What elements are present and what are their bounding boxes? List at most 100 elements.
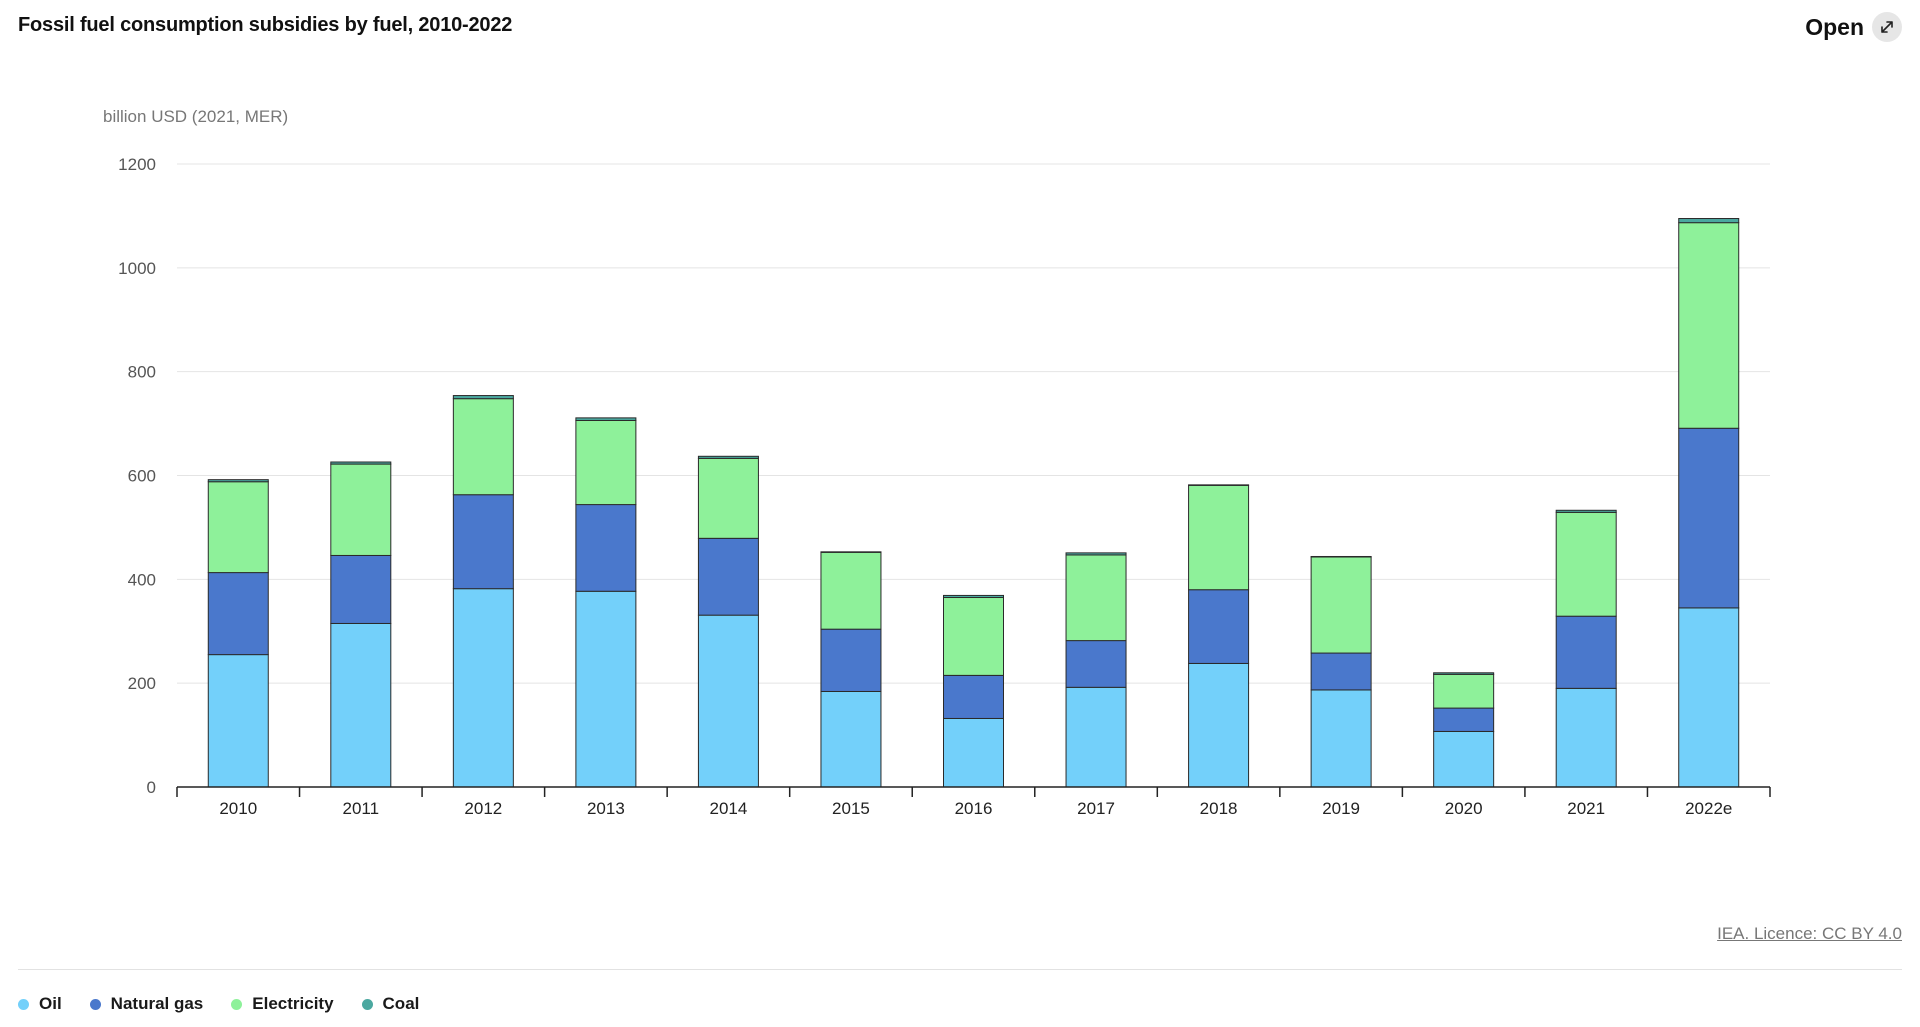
legend-item-electricity[interactable]: Electricity	[231, 994, 334, 1014]
bar-natural-gas-2020[interactable]	[1433, 707, 1495, 732]
bar-coal-2014[interactable]	[697, 455, 759, 459]
bar-coal-2013[interactable]	[575, 417, 637, 421]
expand-icon[interactable]	[1872, 12, 1902, 42]
bar-group-2012[interactable]	[452, 395, 514, 788]
bar-electricity-2018[interactable]	[1188, 484, 1250, 591]
bar-group-2011[interactable]	[330, 461, 392, 788]
bar-natural-gas-2010[interactable]	[207, 572, 269, 656]
bar-oil-2012[interactable]	[452, 588, 514, 788]
legend-item-oil[interactable]: Oil	[18, 994, 62, 1014]
legend-label: Natural gas	[110, 994, 204, 1013]
bar-natural-gas-2013[interactable]	[575, 504, 637, 592]
legend-label: Electricity	[252, 994, 334, 1013]
legend-swatch	[18, 998, 29, 1010]
licence-link[interactable]: IEA. Licence: CC BY 4.0	[1717, 924, 1902, 943]
x-tick-label: 2011	[343, 799, 380, 818]
bar-natural-gas-2016[interactable]	[943, 674, 1004, 719]
bar-electricity-2022e[interactable]	[1678, 222, 1740, 429]
bar-electricity-2020[interactable]	[1433, 673, 1495, 709]
bar-oil-2016[interactable]	[943, 717, 1004, 788]
y-tick-label: 200	[128, 674, 156, 693]
y-axis-label: billion USD (2021, MER)	[103, 107, 288, 126]
bar-oil-2020[interactable]	[1433, 730, 1495, 788]
x-tick-label: 2010	[219, 799, 257, 818]
bar-oil-2014[interactable]	[697, 614, 759, 788]
bar-natural-gas-2019[interactable]	[1310, 652, 1372, 691]
bar-natural-gas-2021[interactable]	[1555, 615, 1617, 689]
bar-oil-2013[interactable]	[575, 590, 637, 788]
bar-electricity-2013[interactable]	[575, 419, 637, 506]
bar-natural-gas-2012[interactable]	[452, 494, 514, 590]
bar-group-2010[interactable]	[207, 479, 269, 788]
legend-item-natural-gas[interactable]: Natural gas	[89, 994, 204, 1014]
bar-oil-2022e[interactable]	[1678, 607, 1740, 788]
bar-coal-2019[interactable]	[1310, 555, 1372, 558]
legend-swatch	[361, 998, 373, 1010]
y-tick-label: 0	[147, 778, 156, 797]
x-tick-label: 2018	[1200, 799, 1238, 818]
bar-oil-2015[interactable]	[820, 690, 882, 788]
bar-group-2017[interactable]	[1065, 552, 1127, 788]
bar-coal-2022e[interactable]	[1678, 218, 1740, 224]
bar-group-2014[interactable]	[697, 455, 759, 788]
bar-coal-2017[interactable]	[1065, 552, 1127, 556]
open-button[interactable]: Open	[1805, 12, 1902, 42]
bar-electricity-2014[interactable]	[697, 457, 759, 539]
x-tick-label: 2021	[1567, 799, 1605, 818]
bar-group-2022e[interactable]	[1678, 218, 1740, 788]
bar-oil-2019[interactable]	[1310, 689, 1372, 788]
x-tick-label: 2013	[587, 799, 625, 818]
y-tick-label: 800	[128, 363, 156, 382]
bar-natural-gas-2014[interactable]	[697, 537, 759, 616]
bar-electricity-2017[interactable]	[1065, 554, 1127, 642]
x-tick-label: 2020	[1445, 799, 1483, 818]
bar-oil-2018[interactable]	[1188, 662, 1250, 788]
bar-group-2019[interactable]	[1310, 555, 1372, 788]
axes: billion USD (2021, MER) 0 200 400 600 800 1000…	[103, 107, 1771, 818]
legend-item-coal[interactable]: Coal	[361, 994, 420, 1014]
bar-group-2013[interactable]	[575, 417, 637, 788]
bar-coal-2010[interactable]	[207, 479, 269, 483]
bar-natural-gas-2017[interactable]	[1065, 640, 1127, 688]
bars	[207, 218, 1740, 788]
bar-group-2021[interactable]	[1555, 509, 1617, 788]
bar-electricity-2019[interactable]	[1310, 556, 1372, 654]
bar-electricity-2011[interactable]	[330, 463, 392, 556]
bar-oil-2017[interactable]	[1065, 686, 1127, 788]
bar-group-2020[interactable]	[1433, 672, 1495, 788]
bar-coal-2021[interactable]	[1555, 509, 1617, 513]
bar-natural-gas-2011[interactable]	[330, 554, 392, 624]
stacked-bar-chart: billion USD (2021, MER) 0 200 400 600 800 1000…	[103, 107, 1771, 818]
x-tick-label: 2022e	[1685, 799, 1732, 818]
x-tick-label: 2015	[832, 799, 870, 818]
bar-natural-gas-2015[interactable]	[820, 628, 882, 692]
bar-natural-gas-2018[interactable]	[1188, 589, 1250, 664]
legend-label: Coal	[382, 994, 420, 1013]
bar-coal-2011[interactable]	[330, 461, 392, 465]
bar-coal-2020[interactable]	[1433, 672, 1495, 675]
bar-electricity-2021[interactable]	[1555, 511, 1617, 617]
bar-group-2016[interactable]	[943, 594, 1004, 788]
bar-oil-2010[interactable]	[207, 654, 269, 788]
x-tick-label: 2016	[955, 799, 993, 818]
bar-electricity-2012[interactable]	[452, 398, 514, 496]
y-tick-label: 400	[128, 570, 156, 589]
bar-coal-2016[interactable]	[943, 594, 1004, 599]
x-tick-label: 2014	[710, 799, 748, 818]
bar-group-2018[interactable]	[1188, 484, 1250, 788]
open-label: Open	[1805, 13, 1864, 40]
bar-coal-2012[interactable]	[452, 395, 514, 400]
bar-oil-2011[interactable]	[330, 622, 392, 788]
legend-swatch	[89, 998, 101, 1010]
bar-natural-gas-2022e[interactable]	[1678, 427, 1740, 609]
bar-coal-2015[interactable]	[820, 551, 882, 553]
bar-group-2015[interactable]	[820, 551, 882, 788]
bar-electricity-2010[interactable]	[207, 481, 269, 574]
bar-oil-2021[interactable]	[1555, 687, 1617, 788]
bar-electricity-2015[interactable]	[820, 551, 882, 630]
chart-title: Fossil fuel consumption subsidies by fue…	[18, 14, 513, 36]
x-tick-label: 2019	[1322, 799, 1360, 818]
bar-coal-2018[interactable]	[1188, 484, 1250, 486]
bar-electricity-2016[interactable]	[943, 597, 1004, 676]
